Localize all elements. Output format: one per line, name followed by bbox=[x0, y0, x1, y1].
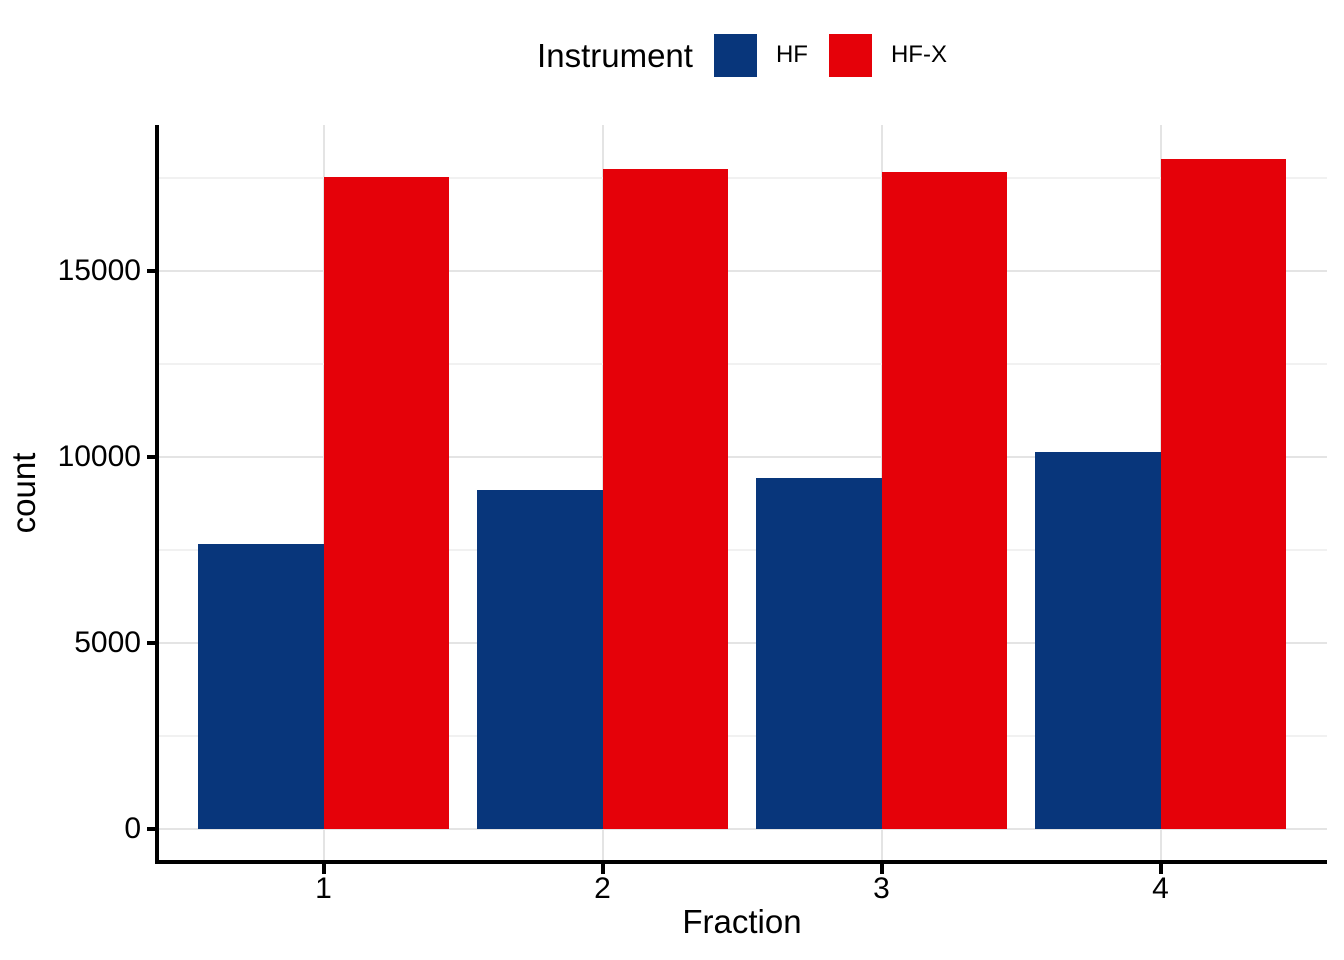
legend-label-hf: HF bbox=[775, 41, 808, 68]
gridline-major bbox=[157, 642, 1327, 644]
gridline-minor bbox=[157, 549, 1327, 551]
x-tick-mark bbox=[321, 864, 326, 874]
y-tick-label: 0 bbox=[124, 812, 141, 845]
y-tick-label: 10000 bbox=[57, 440, 141, 473]
legend-label-hfx: HF-X bbox=[890, 41, 947, 68]
bar-hf-x-fraction-2 bbox=[602, 169, 728, 829]
x-tick-label: 1 bbox=[315, 872, 332, 905]
x-tick-mark bbox=[1158, 864, 1163, 874]
x-tick-label: 2 bbox=[594, 872, 611, 905]
y-tick-mark bbox=[147, 827, 157, 831]
gridline-minor bbox=[157, 735, 1327, 737]
x-tick-label: 3 bbox=[873, 872, 890, 905]
y-tick-mark bbox=[147, 455, 157, 459]
legend-item-hfx: HF-X bbox=[828, 33, 947, 77]
y-axis-title: count bbox=[5, 452, 42, 534]
legend: Instrument HF HF-X bbox=[157, 0, 1327, 110]
bar-hf-fraction-4 bbox=[1035, 451, 1161, 829]
legend-item-hf: HF bbox=[713, 33, 808, 77]
legend-swatch-hf bbox=[713, 33, 757, 77]
x-axis-line bbox=[155, 860, 1327, 864]
gridline-minor bbox=[157, 363, 1327, 365]
gridline-major bbox=[157, 828, 1327, 830]
x-tick-label: 4 bbox=[1152, 872, 1169, 905]
y-axis-line bbox=[155, 125, 159, 864]
y-tick-mark bbox=[147, 641, 157, 645]
legend-title: Instrument bbox=[537, 36, 693, 74]
legend-swatch-hfx bbox=[828, 33, 872, 77]
gridline-minor bbox=[157, 177, 1327, 179]
y-tick-label: 15000 bbox=[57, 254, 141, 287]
bar-hf-x-fraction-4 bbox=[1160, 159, 1286, 829]
bar-hf-fraction-2 bbox=[477, 490, 603, 829]
gridline-major bbox=[157, 456, 1327, 458]
y-tick-mark bbox=[147, 269, 157, 273]
x-axis-title: Fraction bbox=[682, 903, 802, 940]
bar-hf-x-fraction-3 bbox=[881, 171, 1007, 829]
bar-hf-fraction-1 bbox=[198, 544, 324, 829]
y-tick-label: 5000 bbox=[74, 626, 141, 659]
x-tick-mark bbox=[879, 864, 884, 874]
x-tick-mark bbox=[600, 864, 605, 874]
bar-hf-fraction-3 bbox=[756, 478, 882, 829]
gridline-major bbox=[157, 270, 1327, 272]
bar-hf-x-fraction-1 bbox=[323, 177, 449, 829]
